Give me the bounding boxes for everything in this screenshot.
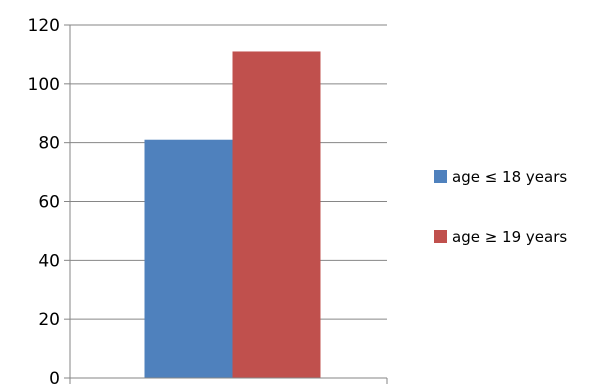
y-tick-label: 20 bbox=[38, 310, 60, 330]
y-tick-label: 120 bbox=[28, 16, 60, 36]
bar-series-2 bbox=[232, 51, 321, 378]
y-tick-label: 60 bbox=[38, 193, 60, 213]
legend-label-2: age ≥ 19 years bbox=[452, 228, 567, 246]
y-tick-label: 100 bbox=[28, 75, 60, 95]
y-tick-label: 40 bbox=[38, 251, 60, 271]
y-axis-tick-labels: 0 20 40 60 80 100 120 bbox=[28, 16, 70, 387]
axes bbox=[69, 25, 388, 384]
legend-label-1: age ≤ 18 years bbox=[452, 168, 567, 186]
bar-series-1 bbox=[144, 139, 233, 378]
y-tick-label: 0 bbox=[49, 369, 60, 387]
legend-swatch-1 bbox=[434, 170, 447, 183]
bars bbox=[144, 51, 321, 378]
legend-swatch-2 bbox=[434, 230, 447, 243]
legend: age ≤ 18 years age ≥ 19 years bbox=[434, 168, 567, 246]
y-tick-label: 80 bbox=[38, 134, 60, 154]
